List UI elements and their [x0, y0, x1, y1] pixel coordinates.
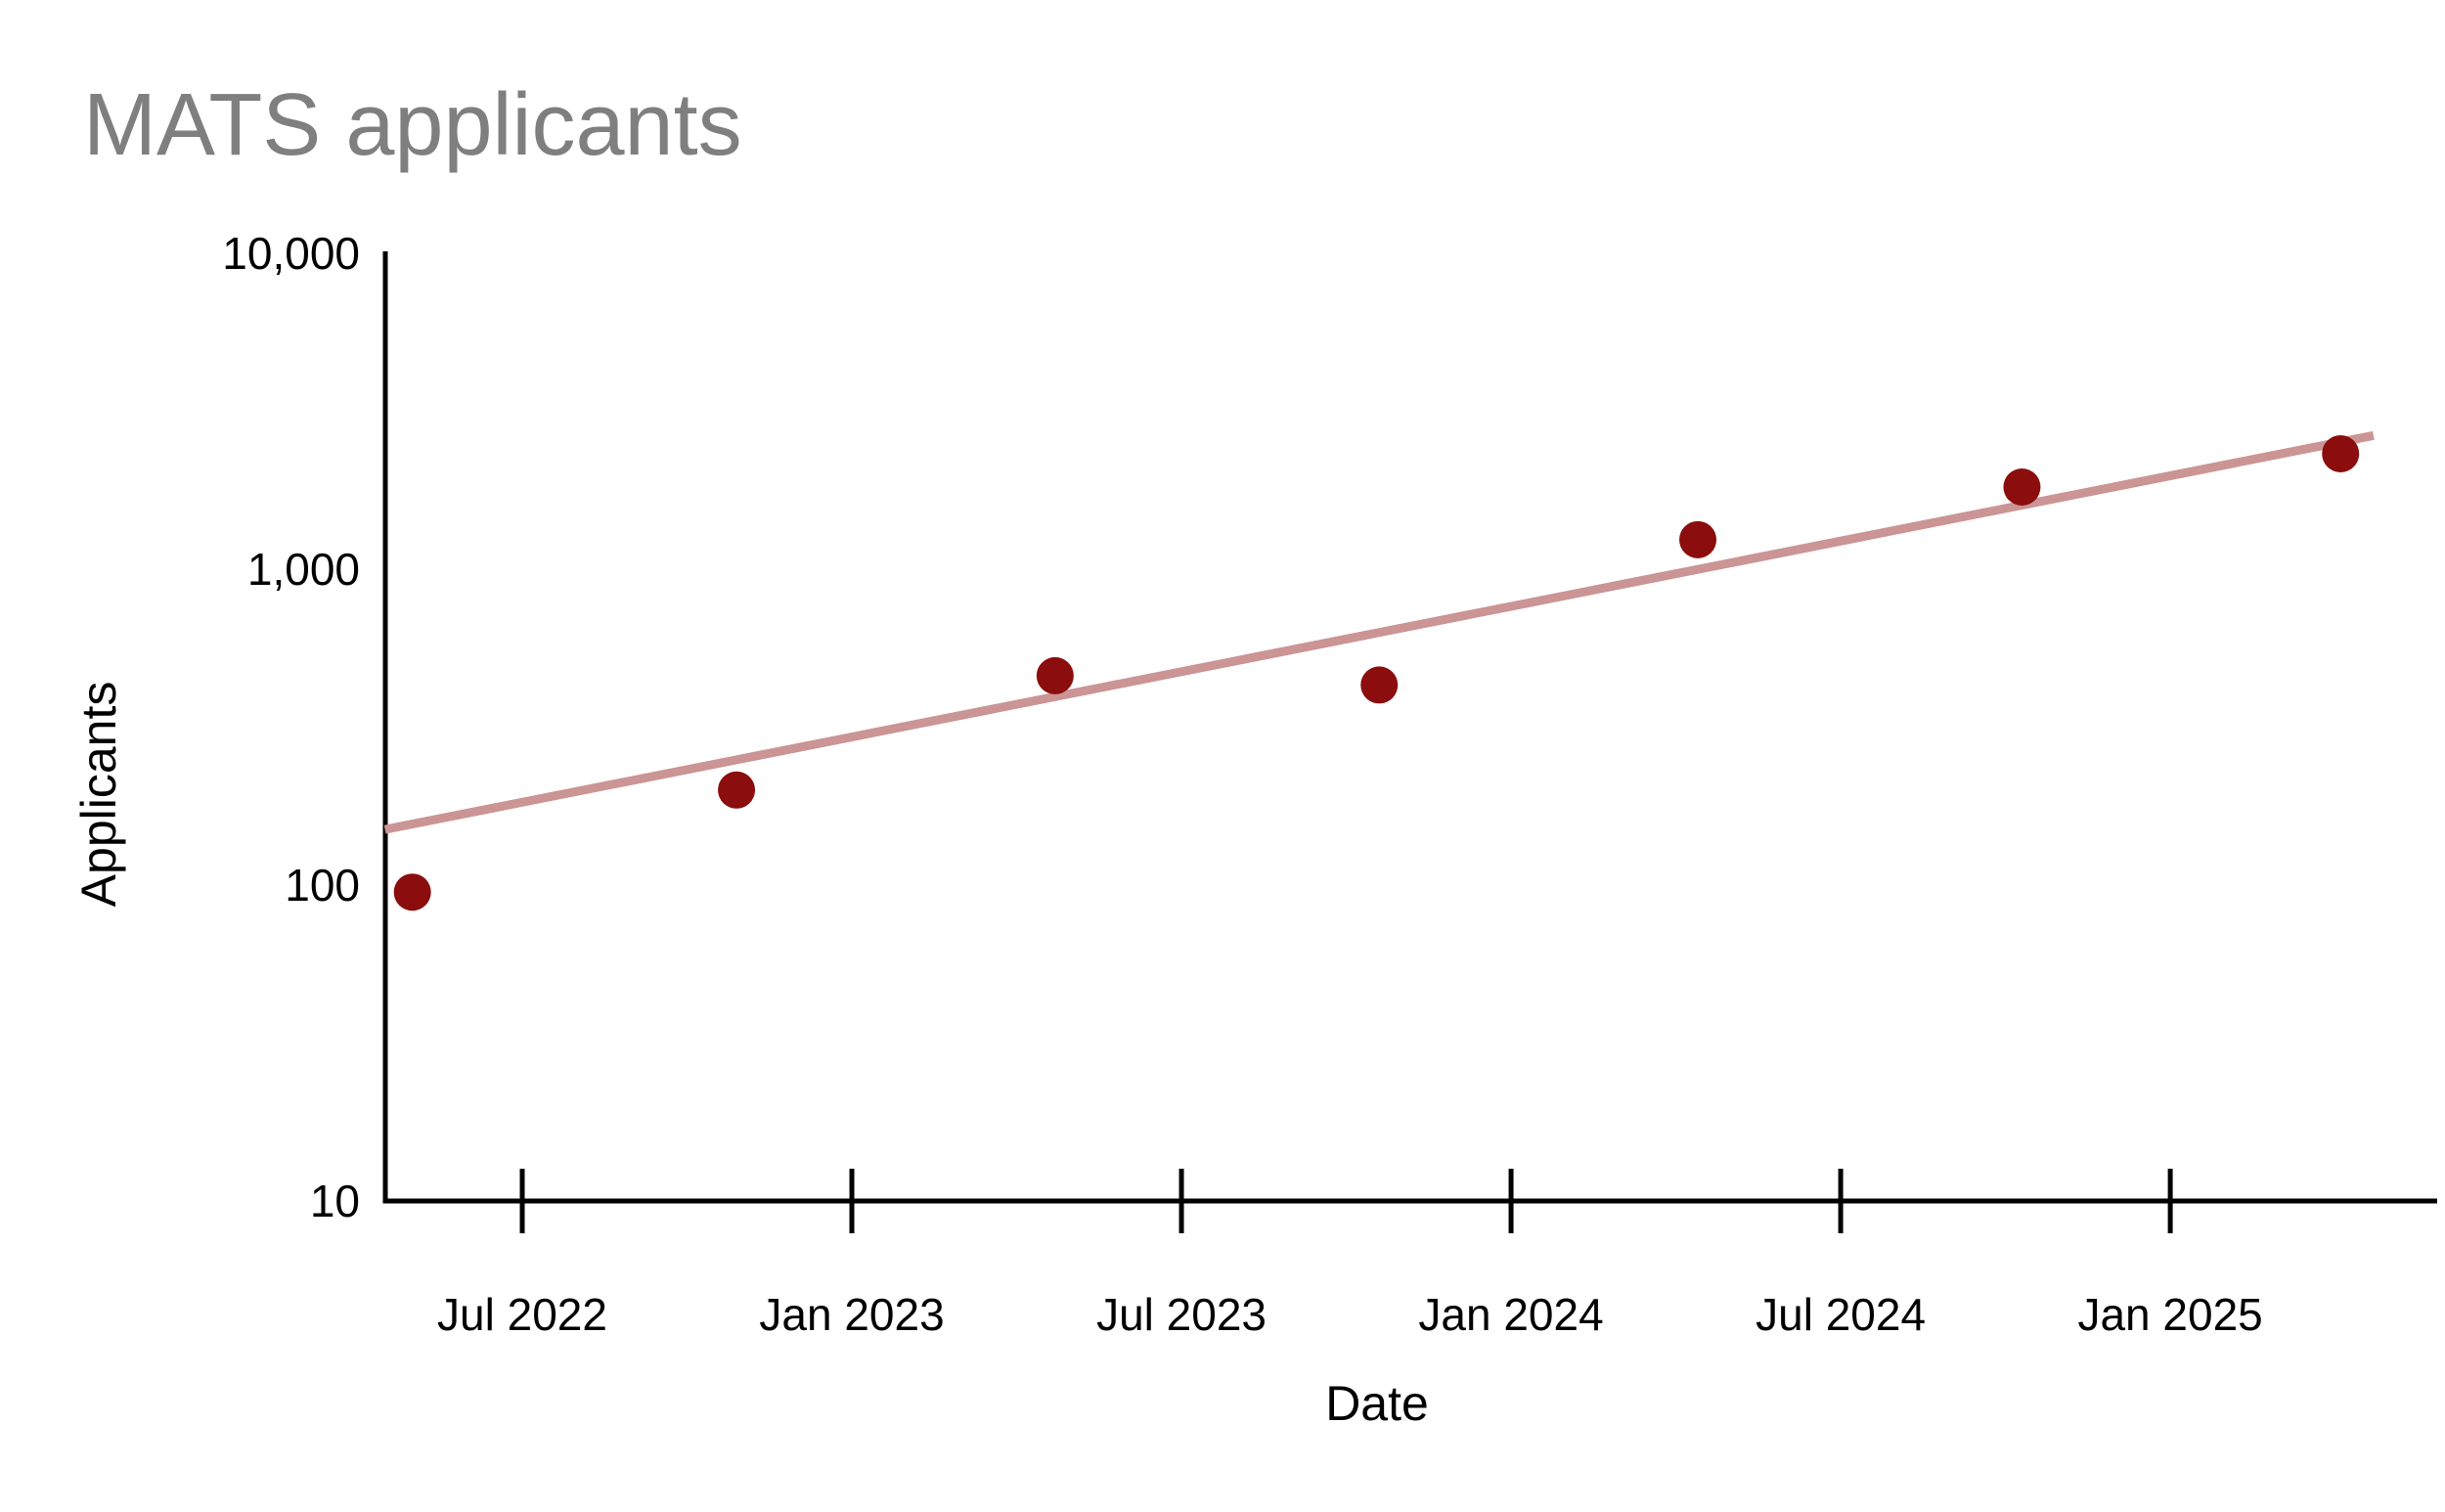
trend-line — [383, 430, 2375, 834]
x-tick-label: Jul 2023 — [1096, 1289, 1267, 1340]
x-tick-label: Jan 2023 — [759, 1289, 944, 1340]
data-point — [1679, 520, 1717, 558]
data-point — [2003, 467, 2041, 506]
data-point — [2322, 434, 2360, 472]
x-tick-labels: Jul 2022 Jan 2023 Jul 2023 Jan 2024 Jul 2024… — [437, 1289, 2263, 1340]
data-point — [1360, 666, 1399, 704]
x-tick-label: Jan 2024 — [1418, 1289, 1603, 1340]
x-tick-label: Jan 2025 — [2077, 1289, 2262, 1340]
data-point — [393, 873, 431, 912]
data-point — [718, 771, 756, 809]
data-point — [1036, 656, 1074, 694]
y-tick-labels: 10,000 1,000 100 10 — [222, 228, 360, 1226]
x-tick-label: Jul 2022 — [437, 1289, 607, 1340]
chart-title: MATS applicants — [83, 76, 742, 174]
x-tick-label: Jul 2024 — [1756, 1289, 1926, 1340]
y-tick-label: 100 — [285, 860, 360, 911]
x-tick-marks — [519, 1169, 2173, 1233]
y-tick-label: 10 — [310, 1176, 360, 1226]
trend-line-layer — [383, 430, 2375, 834]
x-axis-title: Date — [1325, 1376, 1429, 1431]
y-tick-label: 10,000 — [222, 228, 360, 279]
data-points-layer — [393, 434, 2360, 912]
y-tick-label: 1,000 — [247, 544, 360, 595]
y-axis-title: Applicants — [71, 682, 126, 908]
